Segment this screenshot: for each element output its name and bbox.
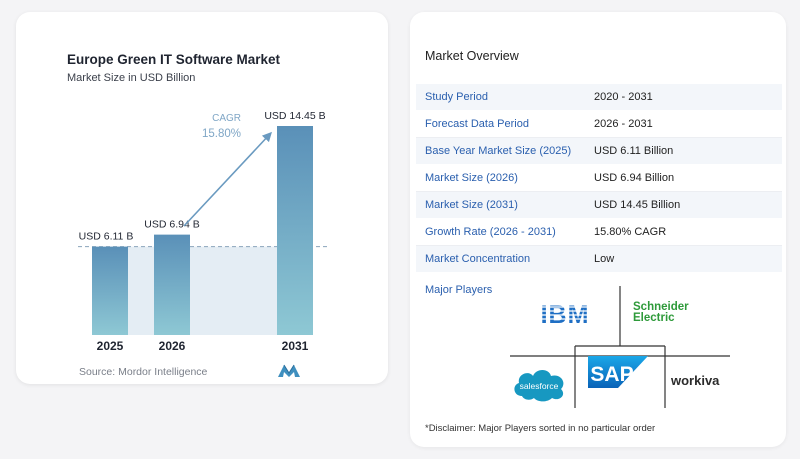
tick-label-2025: 2025 bbox=[97, 339, 124, 353]
tick-label-2026: 2026 bbox=[159, 339, 186, 353]
cagr-arrow bbox=[183, 131, 272, 227]
workiva-logo-text: workiva bbox=[671, 373, 720, 388]
overview-value: USD 6.94 Billion bbox=[594, 172, 675, 184]
overview-value: 2020 - 2031 bbox=[594, 91, 653, 103]
disclaimer-note: *Disclaimer: Major Players sorted in no … bbox=[425, 423, 656, 434]
bar-2026 bbox=[154, 234, 190, 335]
overview-label: Market Size (2026) bbox=[425, 172, 518, 184]
overview-row-growth-rate: Growth Rate (2026 - 2031) 15.80% CAGR bbox=[416, 219, 782, 246]
major-players-title: Major Players bbox=[425, 284, 493, 296]
overview-label: Base Year Market Size (2025) bbox=[425, 145, 572, 157]
overview-row-concentration: Market Concentration Low bbox=[416, 246, 782, 273]
bar-2031 bbox=[277, 126, 313, 335]
ibm-logo-icon: IBM bbox=[534, 301, 596, 327]
chart-title: Europe Green IT Software Market bbox=[67, 52, 281, 67]
schneider-logo-text: Schneider Electric bbox=[633, 301, 689, 324]
overview-row-size-2026: Market Size (2026) USD 6.94 Billion bbox=[416, 165, 782, 192]
mordor-logo-icon bbox=[278, 364, 300, 377]
cagr-label: CAGR bbox=[212, 113, 241, 124]
source-note: Source: Mordor Intelligence bbox=[79, 366, 208, 378]
overview-value: USD 6.11 Billion bbox=[594, 145, 674, 157]
overview-value: 2026 - 2031 bbox=[594, 118, 653, 130]
overview-row-study-period: Study Period 2020 - 2031 bbox=[416, 84, 782, 111]
baseline-band bbox=[92, 246, 313, 335]
overview-value: USD 14.45 Billion bbox=[594, 199, 681, 211]
bar-2025 bbox=[92, 246, 128, 335]
schneider-electric-logo-icon: Schneider Electric bbox=[633, 301, 705, 324]
overview-value: Low bbox=[594, 253, 615, 265]
chart-subtitle: Market Size in USD Billion bbox=[67, 72, 196, 84]
data-label-2031: USD 14.45 B bbox=[264, 110, 325, 122]
sap-logo-text: SAP bbox=[590, 363, 633, 386]
cagr-value: 15.80% bbox=[202, 128, 241, 140]
ibm-logo-text: IBM bbox=[541, 301, 590, 327]
salesforce-logo-text: salesforce bbox=[520, 381, 559, 391]
overview-label: Growth Rate (2026 - 2031) bbox=[425, 226, 556, 238]
salesforce-logo-icon: salesforce bbox=[514, 370, 564, 402]
overview-row-forecast-period: Forecast Data Period 2026 - 2031 bbox=[416, 111, 782, 138]
tick-label-2031: 2031 bbox=[282, 339, 309, 353]
overview-label: Forecast Data Period bbox=[425, 118, 529, 130]
overview-label: Study Period bbox=[425, 91, 488, 103]
data-label-2025: USD 6.11 B bbox=[79, 231, 134, 243]
overview-label: Market Concentration bbox=[425, 253, 531, 265]
overview-title: Market Overview bbox=[425, 49, 519, 63]
overview-label: Market Size (2031) bbox=[425, 199, 518, 211]
overview-row-size-2031: Market Size (2031) USD 14.45 Billion bbox=[416, 192, 782, 219]
overview-value: 15.80% CAGR bbox=[594, 226, 667, 238]
overview-row-base-year: Base Year Market Size (2025) USD 6.11 Bi… bbox=[416, 138, 782, 165]
sap-logo-icon: SAP bbox=[588, 356, 648, 388]
data-label-2026: USD 6.94 B bbox=[144, 219, 199, 231]
